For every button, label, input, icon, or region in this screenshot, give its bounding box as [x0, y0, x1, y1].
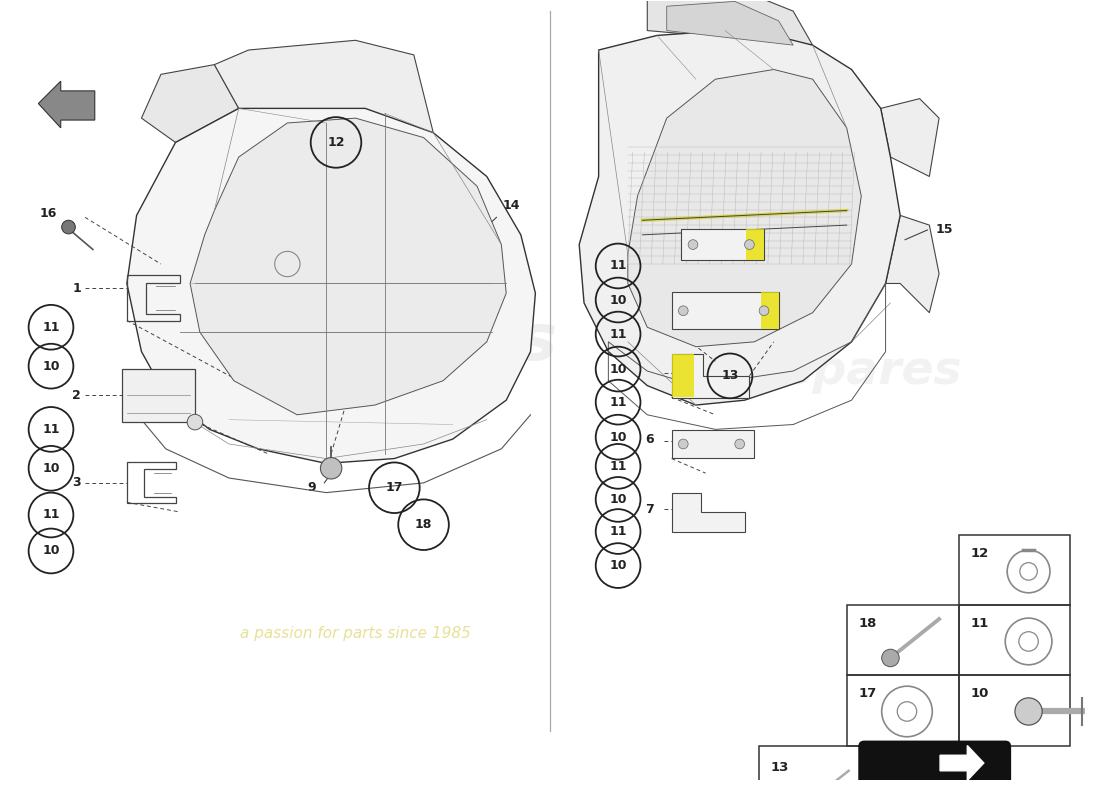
Polygon shape: [190, 118, 506, 414]
Circle shape: [62, 220, 75, 234]
Circle shape: [882, 650, 899, 666]
Text: 5: 5: [645, 365, 653, 378]
Polygon shape: [672, 354, 749, 398]
Text: 14: 14: [503, 199, 520, 212]
Polygon shape: [672, 292, 779, 329]
Text: 11: 11: [609, 460, 627, 473]
Polygon shape: [940, 746, 983, 781]
Text: 1: 1: [73, 282, 81, 295]
Polygon shape: [126, 108, 536, 463]
Text: 7: 7: [645, 502, 653, 516]
Text: 10: 10: [42, 360, 59, 373]
Polygon shape: [214, 40, 433, 133]
Text: 15: 15: [935, 223, 953, 237]
Text: 2: 2: [73, 389, 81, 402]
Text: 3: 3: [73, 476, 81, 490]
Polygon shape: [647, 0, 813, 45]
Circle shape: [735, 439, 745, 449]
FancyBboxPatch shape: [859, 742, 1010, 800]
Text: 17: 17: [386, 482, 403, 494]
Text: 9: 9: [307, 482, 316, 494]
Text: a passion for parts since 1985: a passion for parts since 1985: [240, 626, 471, 641]
Text: 11: 11: [609, 396, 627, 409]
Text: 11: 11: [609, 259, 627, 273]
Text: 8: 8: [645, 297, 653, 310]
Circle shape: [759, 306, 769, 315]
Text: 10: 10: [609, 493, 627, 506]
Circle shape: [679, 439, 689, 449]
Polygon shape: [672, 354, 694, 398]
Text: 12: 12: [328, 136, 344, 149]
Polygon shape: [580, 30, 900, 405]
Text: 807 25: 807 25: [879, 786, 940, 800]
Polygon shape: [39, 81, 95, 128]
Polygon shape: [881, 98, 939, 177]
Circle shape: [1015, 698, 1042, 725]
Text: 12: 12: [970, 547, 989, 560]
Text: 13: 13: [722, 370, 738, 382]
Text: 11: 11: [42, 509, 59, 522]
Text: eurospares: eurospares: [663, 349, 961, 394]
Text: 11: 11: [970, 617, 989, 630]
Polygon shape: [122, 369, 195, 422]
Polygon shape: [667, 2, 793, 45]
Text: 16: 16: [40, 207, 57, 220]
Circle shape: [689, 240, 697, 250]
Text: 10: 10: [970, 687, 989, 700]
Text: eurospares: eurospares: [154, 311, 558, 373]
Circle shape: [792, 796, 814, 800]
Text: 18: 18: [858, 617, 877, 630]
Polygon shape: [761, 292, 779, 329]
Circle shape: [745, 240, 755, 250]
Text: 10: 10: [609, 294, 627, 306]
Text: 10: 10: [42, 462, 59, 474]
Polygon shape: [747, 229, 764, 260]
Text: 11: 11: [42, 423, 59, 436]
Text: 13: 13: [771, 761, 789, 774]
Text: 10: 10: [609, 362, 627, 375]
Circle shape: [187, 414, 202, 430]
Text: 17: 17: [858, 687, 877, 700]
Polygon shape: [886, 215, 939, 313]
Circle shape: [679, 306, 689, 315]
Polygon shape: [672, 493, 745, 531]
Text: 10: 10: [42, 545, 59, 558]
Text: 11: 11: [42, 321, 59, 334]
Polygon shape: [142, 65, 239, 142]
Text: 10: 10: [609, 430, 627, 444]
Polygon shape: [628, 70, 861, 346]
Polygon shape: [681, 229, 764, 260]
Text: 6: 6: [645, 433, 653, 446]
Polygon shape: [672, 430, 755, 458]
Circle shape: [320, 458, 342, 479]
Text: 10: 10: [609, 559, 627, 572]
Text: 4: 4: [645, 223, 653, 237]
Text: 11: 11: [609, 327, 627, 341]
Text: 18: 18: [415, 518, 432, 531]
Text: 11: 11: [609, 525, 627, 538]
